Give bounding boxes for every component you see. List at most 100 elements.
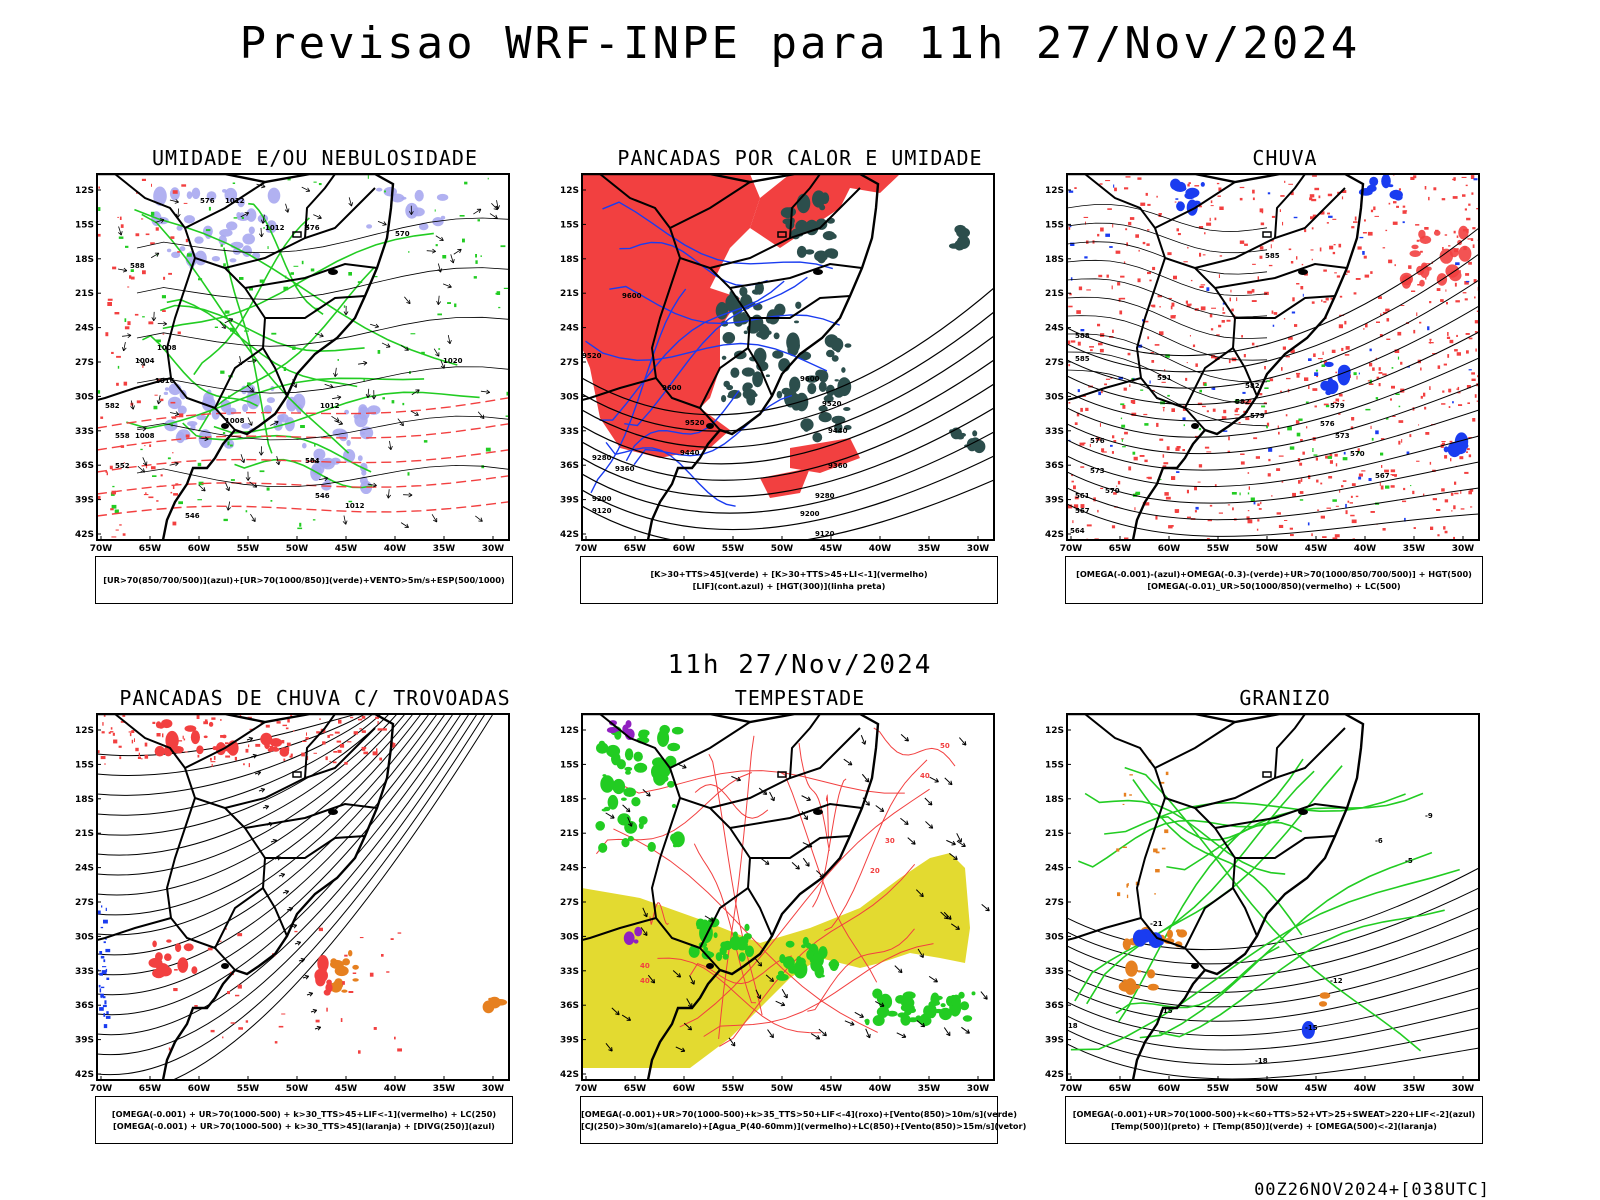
speck (1228, 359, 1231, 364)
speck (1450, 458, 1452, 462)
speck (1423, 493, 1425, 496)
speck (1442, 390, 1445, 393)
wind-vector (348, 197, 352, 207)
wind-vector (404, 296, 411, 304)
shade-cell (900, 1003, 915, 1012)
shade-cell (330, 958, 337, 965)
lat-label: 33S (1045, 427, 1064, 437)
speck (1293, 216, 1298, 219)
panel-granizo: GRANIZO -12 -15 -15 -18 -18 -21 -6 -5 -9 12S 15S 18… (1045, 686, 1525, 1156)
speck (1186, 362, 1188, 364)
contour-line (97, 714, 382, 816)
wind-vector (802, 842, 813, 848)
vector-head (879, 1002, 885, 1007)
shade-cell (657, 729, 670, 747)
speck (1441, 403, 1446, 405)
speck (1326, 507, 1331, 509)
vector-head (783, 994, 788, 999)
speck (1353, 372, 1357, 376)
speck (1466, 350, 1469, 354)
wind-vector (158, 395, 161, 405)
shade-cell (802, 936, 809, 946)
border-line (265, 835, 366, 859)
speck (145, 465, 148, 469)
speck (1231, 308, 1234, 312)
shade-cell (815, 369, 826, 379)
vector-head (822, 1031, 827, 1037)
speck (1289, 446, 1295, 450)
shade-cell (753, 347, 767, 364)
speck (245, 510, 248, 513)
vector-head (252, 483, 258, 488)
speck (1167, 394, 1170, 397)
border-line (262, 887, 288, 937)
wind-vector (310, 1009, 317, 1013)
speck (348, 991, 354, 993)
speck (1247, 519, 1253, 524)
speck (1300, 478, 1303, 482)
speck (1358, 473, 1363, 477)
speck (152, 475, 157, 477)
speck (358, 1050, 361, 1054)
speck (1111, 451, 1114, 454)
shade-cell (746, 395, 753, 403)
speck (1129, 794, 1132, 796)
speck (1292, 297, 1295, 302)
speck (1311, 258, 1313, 261)
speck (1264, 410, 1267, 413)
speck (1472, 244, 1475, 248)
speck (1446, 336, 1451, 339)
lon-label: 60W (673, 1084, 696, 1094)
speck (102, 966, 107, 968)
contour-label: 582 (1235, 398, 1250, 406)
speck (1370, 271, 1373, 274)
speck (1282, 346, 1286, 350)
vector-head (961, 741, 967, 746)
speck (1335, 505, 1339, 507)
lat-label: 30S (560, 932, 579, 942)
shade-cell (190, 730, 200, 745)
speck (1326, 222, 1329, 224)
speck (1219, 206, 1224, 210)
vector-head (292, 383, 298, 388)
speck (1113, 440, 1117, 443)
speck (1444, 455, 1448, 459)
speck (103, 1024, 108, 1029)
speck (326, 1007, 328, 1012)
shade-cell (414, 189, 424, 202)
speck (1441, 441, 1446, 442)
contour-line (1067, 333, 1268, 383)
vector-head (682, 764, 687, 769)
legend-pancadas-calor: [K>30+TTS>45](verde) + [K>30+TTS>45+LI<-… (580, 556, 998, 604)
wind-vector (915, 889, 924, 898)
speck (1192, 344, 1196, 348)
coastline (97, 714, 395, 1080)
speck (1335, 398, 1340, 402)
shade-cell (598, 842, 608, 853)
speck (170, 491, 173, 494)
speck (100, 926, 104, 929)
speck (358, 718, 363, 721)
speck (1116, 485, 1118, 487)
speck (123, 381, 128, 386)
speck (138, 752, 140, 757)
speck (249, 728, 254, 730)
speck (197, 754, 200, 758)
speck (112, 732, 115, 736)
main-title: Previsao WRF-INPE para 11h 27/Nov/2024 (239, 18, 1361, 69)
speck (1101, 389, 1103, 394)
speck (135, 233, 140, 237)
vector-head (156, 400, 162, 405)
vector-head (457, 248, 462, 254)
speck (197, 499, 202, 501)
speck (1128, 466, 1132, 471)
speck (185, 238, 188, 243)
speck (350, 716, 354, 719)
contour-line (596, 772, 752, 855)
shade-cell (763, 330, 772, 336)
speck (161, 295, 166, 299)
speck (1395, 393, 1400, 395)
contour-label: 9360 (615, 465, 635, 473)
map-frame (1066, 713, 1480, 1081)
speck (224, 928, 227, 930)
